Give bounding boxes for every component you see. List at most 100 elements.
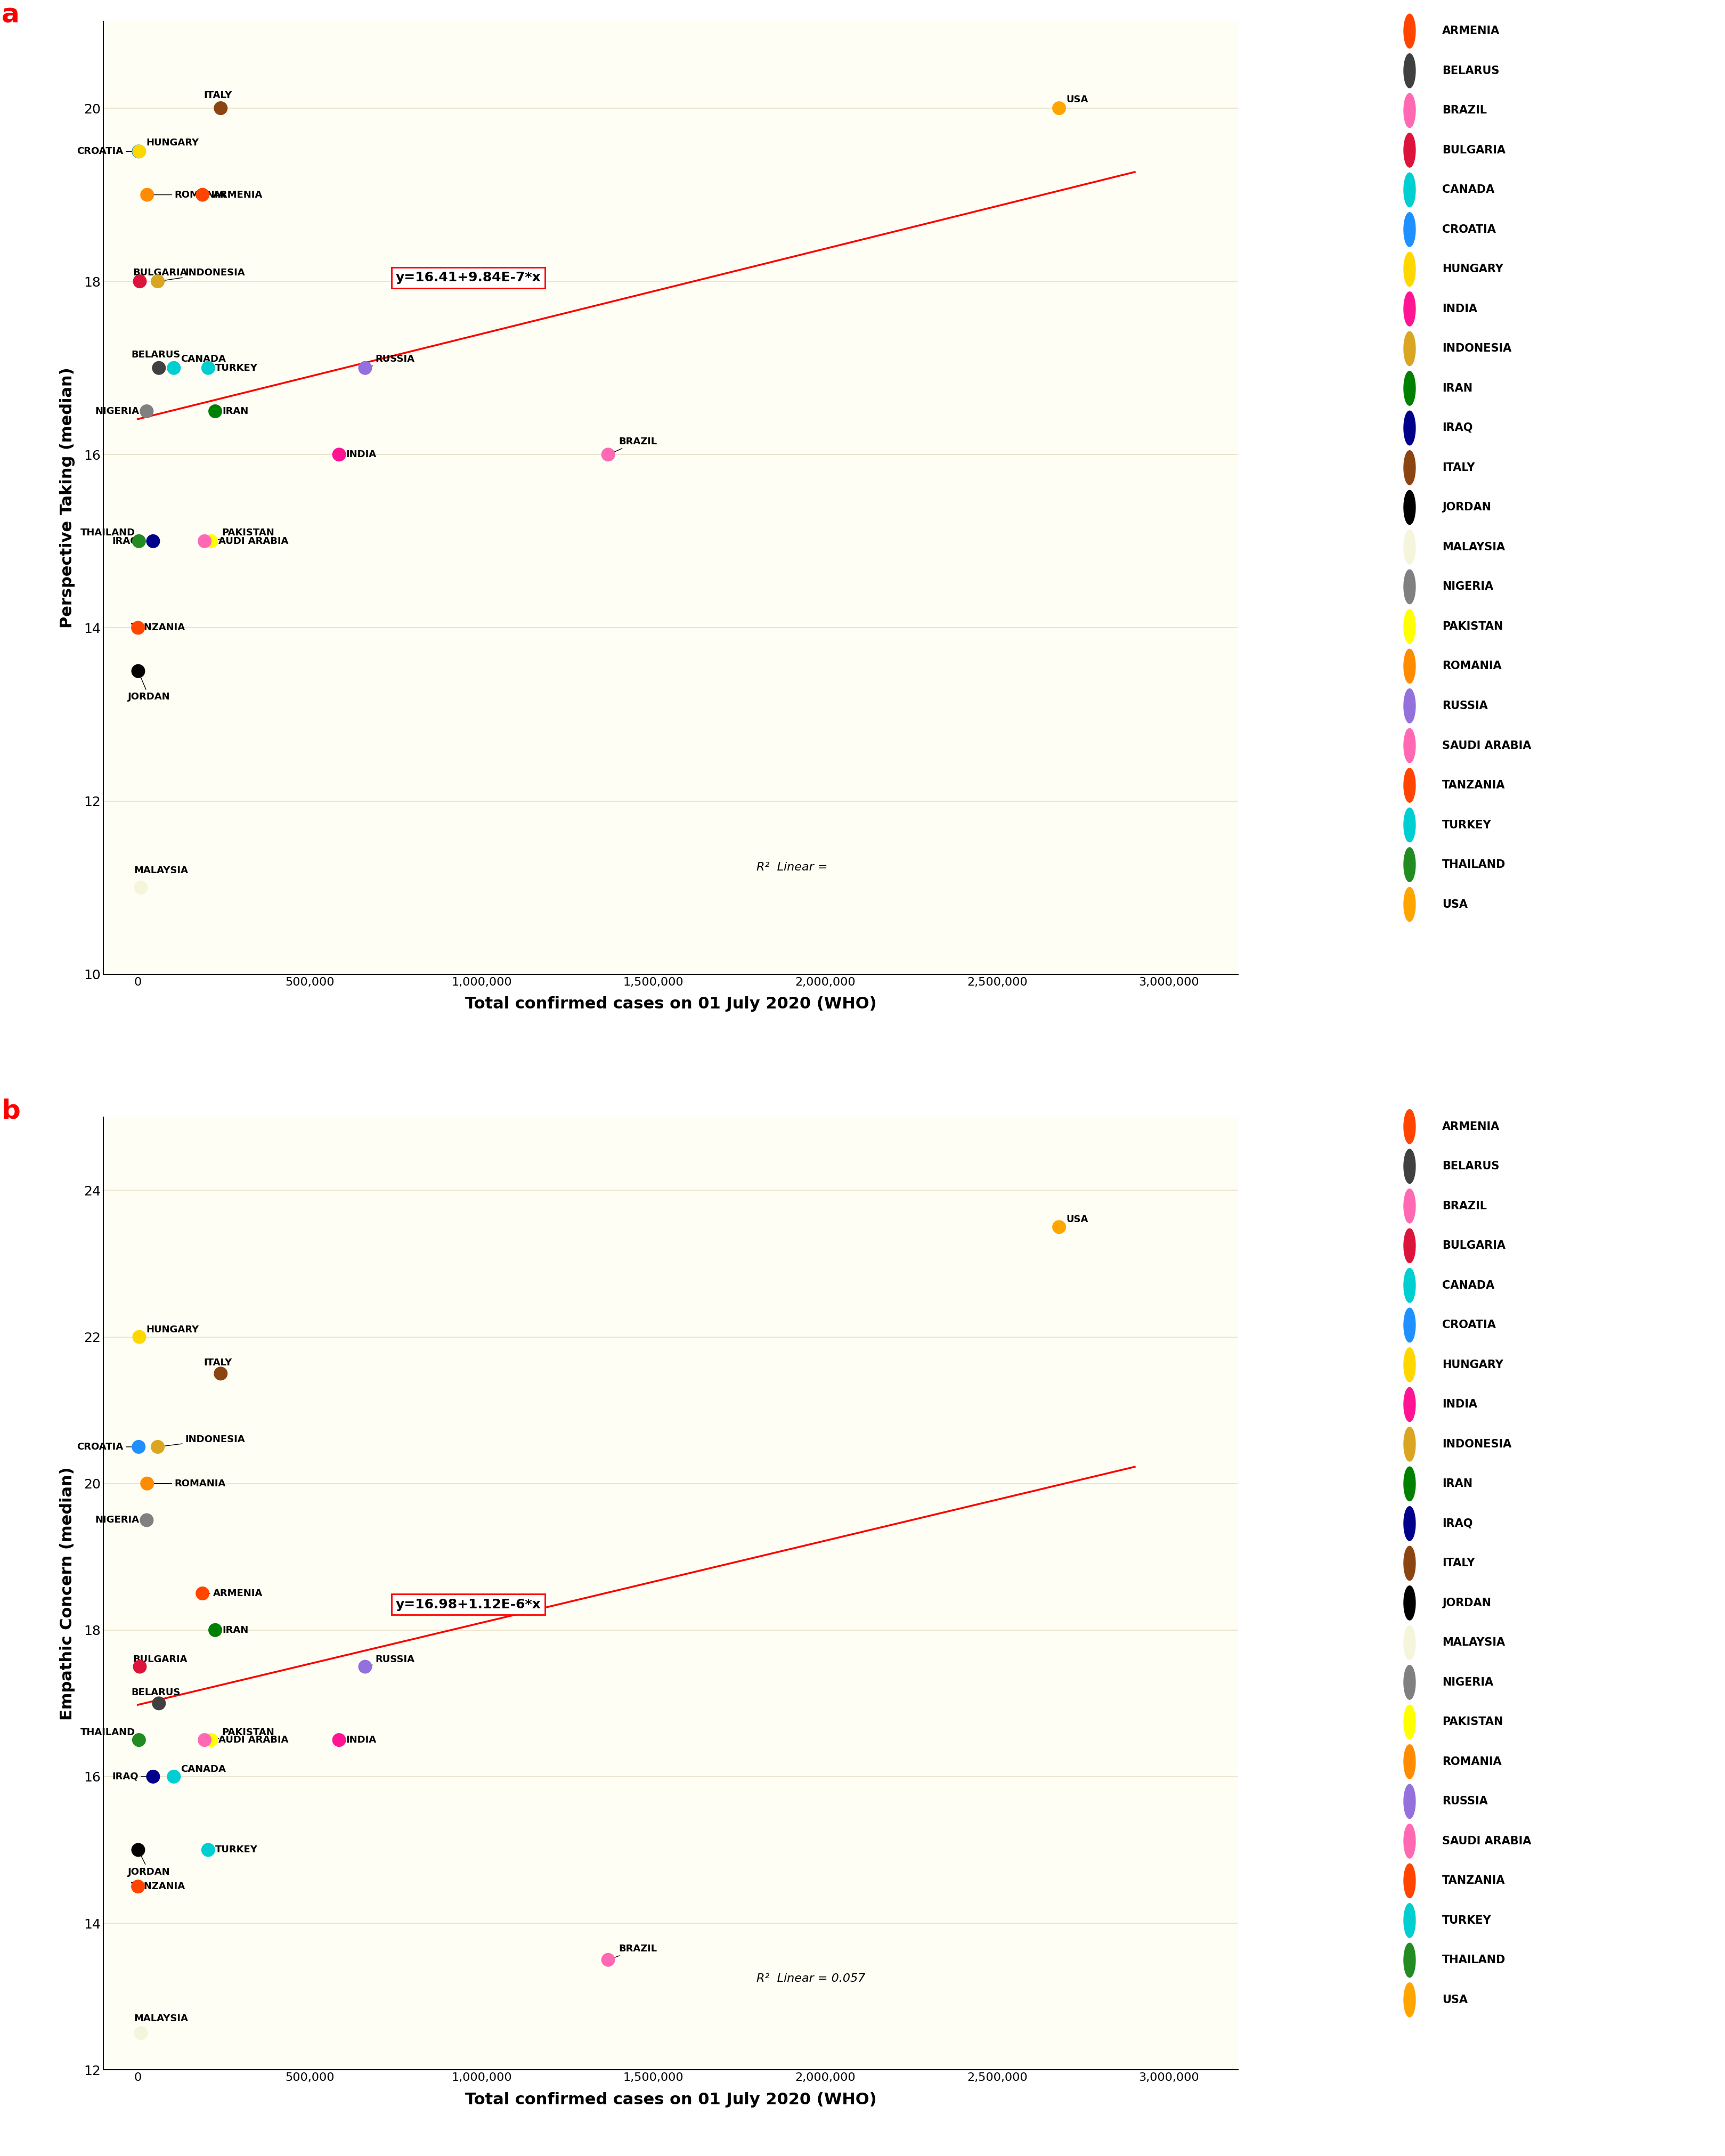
Text: BELARUS: BELARUS xyxy=(131,1688,181,1701)
Text: BULGARIA: BULGARIA xyxy=(133,267,188,278)
Point xyxy=(202,395,229,429)
Circle shape xyxy=(1404,768,1416,802)
Point xyxy=(126,1649,154,1684)
Circle shape xyxy=(1404,489,1416,524)
Circle shape xyxy=(1404,688,1416,722)
Text: MALAYSIA: MALAYSIA xyxy=(1442,1636,1504,1647)
Text: HUNGARY: HUNGARY xyxy=(1442,263,1502,274)
Text: b: b xyxy=(2,1097,21,1123)
Point xyxy=(197,1723,224,1757)
Text: INDIA: INDIA xyxy=(1442,1399,1477,1410)
Text: HUNGARY: HUNGARY xyxy=(147,138,198,147)
Point xyxy=(124,610,152,645)
Point xyxy=(133,177,160,211)
Point xyxy=(191,524,219,558)
Text: ITALY: ITALY xyxy=(1442,461,1475,472)
Circle shape xyxy=(1404,1664,1416,1699)
Text: CANADA: CANADA xyxy=(181,1764,226,1774)
Circle shape xyxy=(1404,1785,1416,1818)
Text: ROMANIA: ROMANIA xyxy=(1442,662,1501,671)
Point xyxy=(124,1833,152,1867)
Text: CROATIA: CROATIA xyxy=(78,1442,138,1451)
Circle shape xyxy=(1404,451,1416,485)
Text: TANZANIA: TANZANIA xyxy=(1442,780,1506,791)
Circle shape xyxy=(1404,1188,1416,1222)
Text: INDONESIA: INDONESIA xyxy=(1442,1438,1511,1449)
Point xyxy=(126,265,154,300)
Circle shape xyxy=(1404,888,1416,921)
Circle shape xyxy=(1404,1863,1416,1897)
X-axis label: Total confirmed cases on 01 July 2020 (WHO): Total confirmed cases on 01 July 2020 (W… xyxy=(464,996,876,1011)
Text: RUSSIA: RUSSIA xyxy=(366,354,416,367)
Point xyxy=(124,134,152,168)
Circle shape xyxy=(1404,569,1416,604)
Text: BULGARIA: BULGARIA xyxy=(1442,1240,1506,1250)
Text: ITALY: ITALY xyxy=(1442,1559,1475,1570)
Text: NIGERIA: NIGERIA xyxy=(95,407,145,416)
Text: CROATIA: CROATIA xyxy=(78,147,138,155)
Text: BRAZIL: BRAZIL xyxy=(609,438,657,455)
Text: CANADA: CANADA xyxy=(1442,1281,1494,1291)
Text: INDIA: INDIA xyxy=(1442,304,1477,315)
Circle shape xyxy=(1404,1309,1416,1343)
Text: HUNGARY: HUNGARY xyxy=(147,1324,198,1335)
Text: NIGERIA: NIGERIA xyxy=(95,1516,145,1524)
Text: ITALY: ITALY xyxy=(204,91,231,108)
Text: y=16.98+1.12E-6*x: y=16.98+1.12E-6*x xyxy=(395,1598,542,1611)
Circle shape xyxy=(1404,54,1416,88)
Circle shape xyxy=(1404,1229,1416,1263)
Text: y=16.41+9.84E-7*x: y=16.41+9.84E-7*x xyxy=(395,272,542,285)
Text: INDONESIA: INDONESIA xyxy=(159,267,245,280)
Point xyxy=(1045,91,1073,125)
Text: TANZANIA: TANZANIA xyxy=(131,1882,186,1891)
Text: a: a xyxy=(2,2,19,28)
Point xyxy=(128,2016,155,2050)
Point xyxy=(140,1759,167,1794)
Text: ROMANIA: ROMANIA xyxy=(148,1479,226,1488)
Circle shape xyxy=(1404,1427,1416,1462)
Point xyxy=(133,1466,160,1501)
Point xyxy=(143,265,171,300)
Text: BRAZIL: BRAZIL xyxy=(1442,106,1487,116)
Circle shape xyxy=(1404,729,1416,763)
Point xyxy=(124,1429,152,1464)
Text: TURKEY: TURKEY xyxy=(1442,819,1492,830)
Text: THAILAND: THAILAND xyxy=(1442,1955,1506,1966)
Circle shape xyxy=(1404,1984,1416,2018)
Text: USA: USA xyxy=(1442,1994,1468,2005)
Text: ARMENIA: ARMENIA xyxy=(204,1589,262,1598)
Text: SAUDI ARABIA: SAUDI ARABIA xyxy=(1442,1835,1532,1846)
Text: SAUDI ARABIA: SAUDI ARABIA xyxy=(212,1736,288,1744)
Text: IRAN: IRAN xyxy=(1442,384,1473,395)
Circle shape xyxy=(1404,1626,1416,1660)
Circle shape xyxy=(1404,1904,1416,1938)
Text: HUNGARY: HUNGARY xyxy=(1442,1360,1502,1369)
Text: TANZANIA: TANZANIA xyxy=(131,623,186,632)
Circle shape xyxy=(1404,1348,1416,1382)
Text: ARMENIA: ARMENIA xyxy=(1442,26,1499,37)
Circle shape xyxy=(1404,1149,1416,1184)
Text: SAUDI ARABIA: SAUDI ARABIA xyxy=(212,537,288,545)
Text: BRAZIL: BRAZIL xyxy=(1442,1201,1487,1212)
Point xyxy=(143,1429,171,1464)
Point xyxy=(126,1319,154,1354)
Y-axis label: Empathic Concern (median): Empathic Concern (median) xyxy=(60,1466,74,1720)
Text: RUSSIA: RUSSIA xyxy=(1442,1796,1487,1807)
Text: TANZANIA: TANZANIA xyxy=(1442,1876,1506,1886)
Point xyxy=(145,1686,173,1720)
Point xyxy=(326,438,354,472)
Circle shape xyxy=(1404,1705,1416,1740)
Circle shape xyxy=(1404,332,1416,367)
Text: USA: USA xyxy=(1066,1216,1088,1225)
Text: TURKEY: TURKEY xyxy=(216,1846,257,1854)
Point xyxy=(195,351,223,386)
Text: TURKEY: TURKEY xyxy=(216,362,257,373)
Text: MALAYSIA: MALAYSIA xyxy=(135,2014,188,2022)
Circle shape xyxy=(1404,213,1416,246)
Circle shape xyxy=(1404,172,1416,207)
Text: THAILAND: THAILAND xyxy=(1442,860,1506,871)
Text: TURKEY: TURKEY xyxy=(1442,1915,1492,1925)
Point xyxy=(124,653,152,688)
Point xyxy=(188,1576,216,1611)
Circle shape xyxy=(1404,1587,1416,1619)
